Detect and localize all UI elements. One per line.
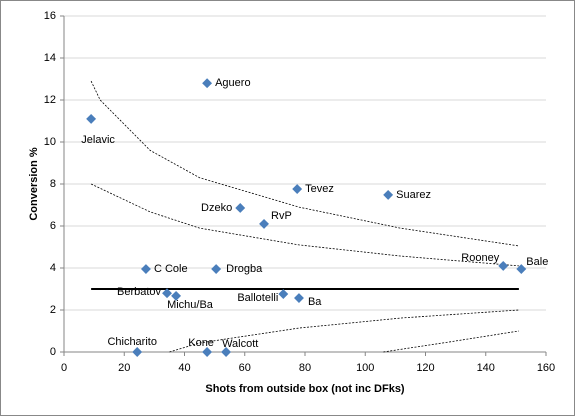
y-tick-label: 16 bbox=[44, 10, 56, 22]
data-point bbox=[202, 347, 213, 357]
reference-line bbox=[90, 80, 519, 247]
point-label: RvP bbox=[271, 210, 292, 222]
data-point bbox=[498, 260, 509, 271]
x-tick-label: 60 bbox=[239, 362, 251, 374]
data-point bbox=[516, 264, 527, 274]
x-axis-label: Shots from outside box (not inc DFks) bbox=[205, 383, 405, 395]
point-label: Rooney bbox=[461, 252, 499, 264]
y-axis-label: Conversion % bbox=[28, 147, 40, 221]
data-point bbox=[259, 218, 269, 229]
point-label: Aguero bbox=[215, 77, 250, 89]
data-point bbox=[86, 113, 97, 124]
x-tick-label: 120 bbox=[416, 362, 434, 374]
x-tick-label: 80 bbox=[299, 362, 311, 374]
data-point bbox=[162, 288, 172, 299]
point-label: Drogba bbox=[226, 263, 263, 275]
data-point bbox=[132, 347, 143, 357]
point-label: Berbatov bbox=[117, 286, 162, 298]
x-tick-label: 140 bbox=[477, 362, 495, 374]
data-point bbox=[211, 264, 222, 274]
reference-line bbox=[383, 330, 519, 353]
point-label: Michu/Ba bbox=[167, 299, 214, 311]
y-tick-label: 0 bbox=[50, 346, 56, 358]
point-label: Ba bbox=[308, 296, 322, 308]
data-point bbox=[202, 78, 213, 89]
x-tick-label: 0 bbox=[61, 362, 67, 374]
y-tick-label: 14 bbox=[44, 52, 56, 64]
point-label: C Cole bbox=[154, 263, 188, 275]
data-point bbox=[221, 347, 232, 357]
data-point bbox=[278, 289, 289, 299]
y-tick-label: 4 bbox=[50, 262, 56, 274]
x-tick-label: 40 bbox=[178, 362, 190, 374]
x-tick-label: 100 bbox=[356, 362, 374, 374]
point-label: Suarez bbox=[396, 189, 431, 201]
y-tick-label: 12 bbox=[44, 94, 56, 106]
data-point bbox=[383, 189, 394, 200]
reference-line bbox=[169, 309, 519, 353]
y-tick-label: 6 bbox=[50, 220, 56, 232]
reference-line bbox=[90, 183, 519, 267]
x-tick-label: 20 bbox=[118, 362, 130, 374]
point-label: Dzeko bbox=[201, 202, 232, 214]
data-point bbox=[171, 290, 182, 301]
x-tick-label: 160 bbox=[537, 362, 555, 374]
point-label: Chicharito bbox=[107, 336, 157, 348]
y-tick-label: 2 bbox=[50, 304, 56, 316]
y-tick-label: 10 bbox=[44, 136, 56, 148]
point-label: Ballotelli bbox=[237, 292, 278, 304]
point-label: Jelavic bbox=[81, 134, 115, 146]
data-point bbox=[294, 293, 304, 303]
data-point bbox=[292, 184, 303, 194]
point-label: Bale bbox=[526, 256, 548, 268]
y-tick-label: 8 bbox=[50, 178, 56, 190]
point-label: Kone bbox=[188, 337, 214, 349]
data-point bbox=[140, 264, 151, 274]
point-label: Tevez bbox=[305, 183, 334, 195]
point-label: Walcott bbox=[222, 338, 258, 350]
data-point bbox=[235, 202, 246, 213]
